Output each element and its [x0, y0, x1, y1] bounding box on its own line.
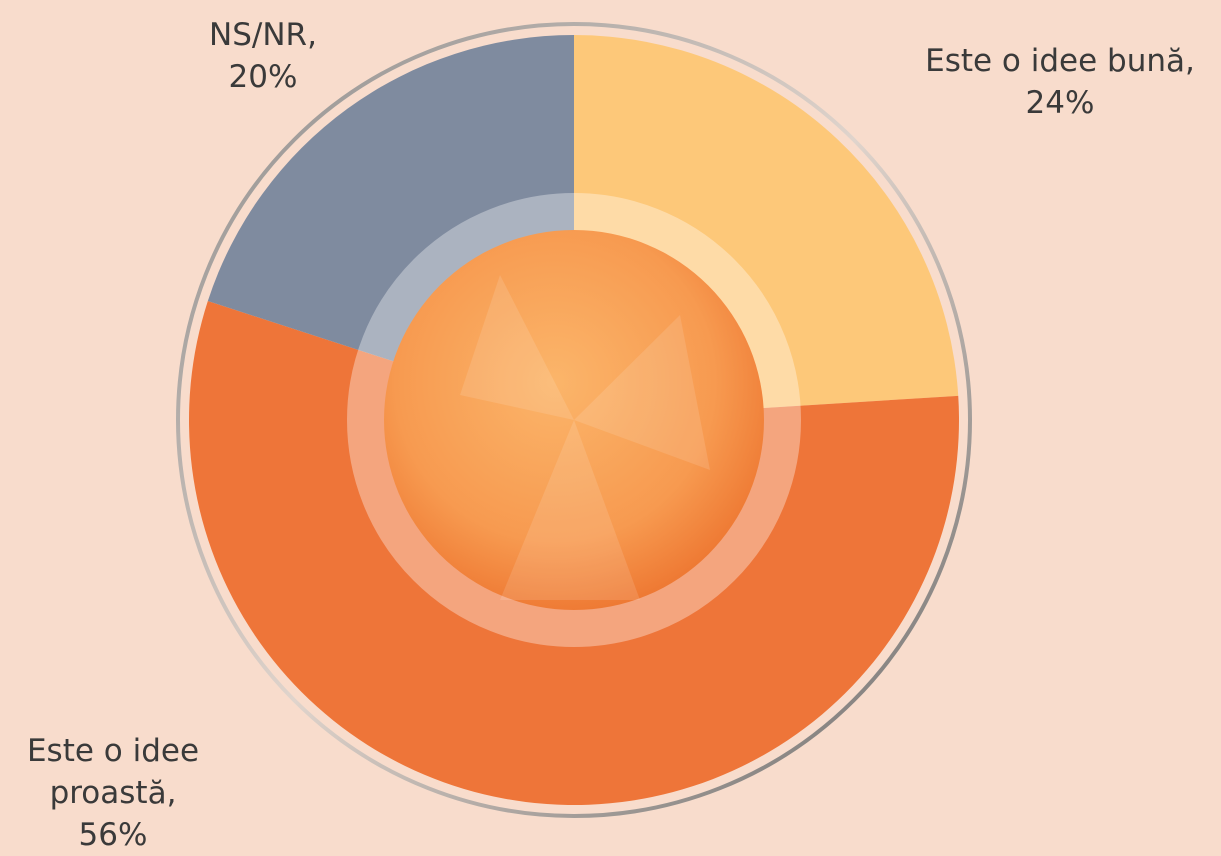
center-gem	[384, 230, 764, 610]
category-label: Este o idee bună,	[925, 43, 1195, 79]
category-label: Este o idee proastă,	[26, 733, 200, 811]
gem-facets	[460, 275, 710, 600]
value-label: 56%	[78, 817, 148, 853]
outer-ring	[176, 22, 972, 818]
category-label: NS/NR,	[209, 17, 317, 53]
slice-label: Este o idee proastă, 56%	[8, 730, 218, 856]
inner-ring	[347, 193, 801, 647]
slice-label: Este o idee bună, 24%	[890, 40, 1221, 124]
value-label: 24%	[1025, 85, 1095, 121]
slice-label: NS/NR, 20%	[163, 14, 363, 98]
value-label: 20%	[228, 59, 298, 95]
